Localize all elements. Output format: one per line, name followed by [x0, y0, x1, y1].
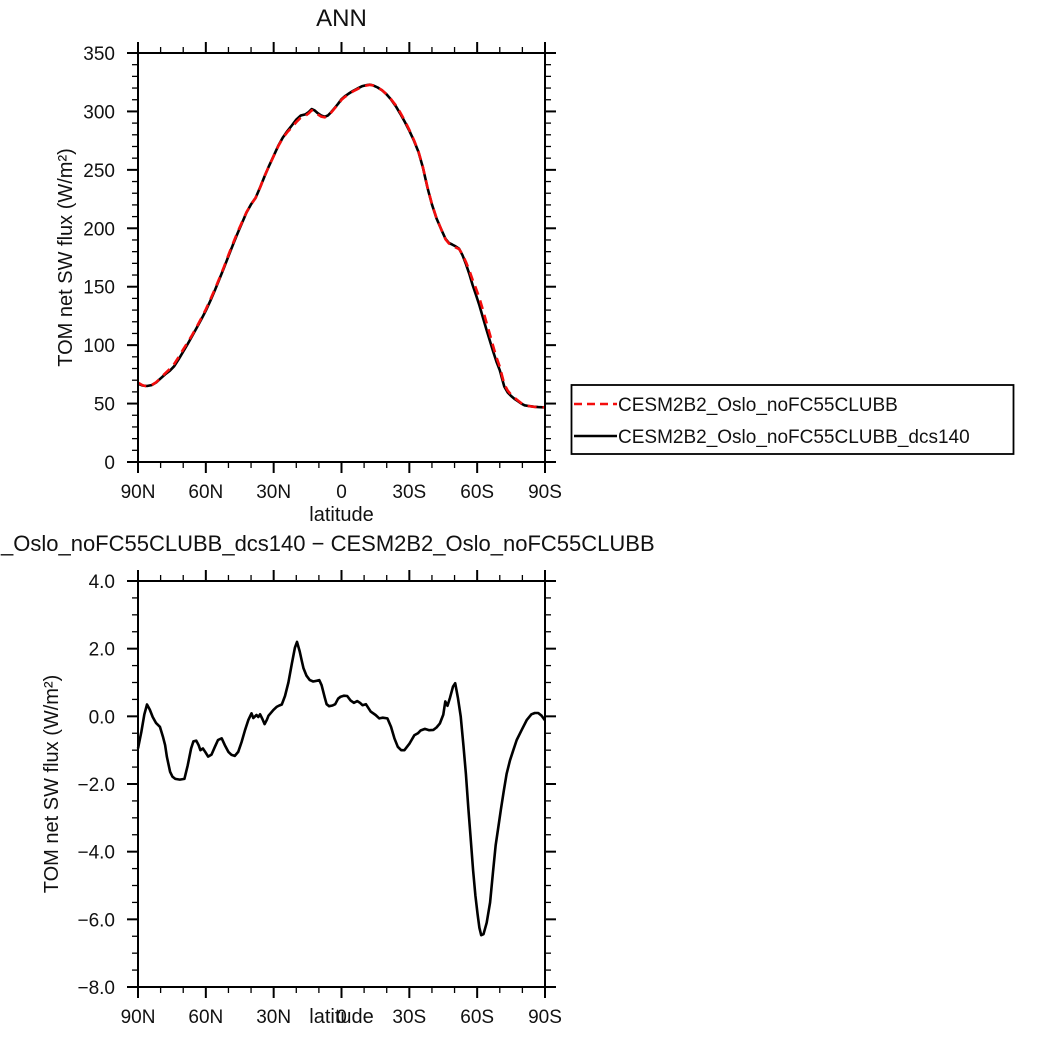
- top-plot-ylabel: TOM net SW flux (W/m²): [55, 148, 77, 367]
- bottom-plot-ylabel: TOM net SW flux (W/m²): [41, 675, 63, 894]
- bottom-plot-curves: [136, 640, 547, 937]
- x-tick-label: 30S: [392, 482, 426, 503]
- x-tick-label: 90S: [528, 1007, 562, 1028]
- top-plot-axes: 90N 60N 30N 0 30S 60S 90S 0 50 100 150 200 250 300 350: [83, 42, 562, 503]
- bottom-plot: 90N 60N 30N 0 30S 60S 90S −8.0 −6.0 −4.0 −2.0 0.0 2.…: [0, 531, 655, 1028]
- y-tick-label: 0: [104, 453, 115, 474]
- y-tick-label: 300: [83, 102, 115, 123]
- y-tick-label: −2.0: [77, 775, 115, 796]
- x-tick-label: 0: [336, 1007, 347, 1028]
- y-tick-label: 150: [83, 278, 115, 299]
- y-tick-label: 200: [83, 219, 115, 240]
- legend: CESM2B2_Oslo_noFC55CLUBB CESM2B2_Oslo_no…: [570, 384, 1015, 455]
- x-tick-label: 90N: [121, 482, 156, 503]
- x-tick-label: 30S: [392, 1007, 426, 1028]
- x-tick-label: 90N: [121, 1007, 156, 1028]
- bottom-plot-title: _Oslo_noFC55CLUBB_dcs140 − CESM2B2_Oslo_…: [0, 531, 655, 556]
- x-tick-label: 30N: [256, 482, 291, 503]
- curve-cesm2b2-oslo-nofc55clubb: [137, 83, 546, 409]
- y-tick-label: 250: [83, 161, 115, 182]
- y-tick-label: −4.0: [77, 843, 115, 864]
- top-plot-curves: [137, 83, 546, 409]
- x-tick-label: 60S: [460, 1007, 494, 1028]
- x-tick-label: 60N: [188, 1007, 223, 1028]
- y-tick-label: 100: [83, 336, 115, 357]
- y-tick-label: −6.0: [77, 910, 115, 931]
- x-tick-label: 0: [336, 482, 347, 503]
- top-plot-frame: [137, 52, 546, 463]
- legend-box: [570, 384, 1015, 455]
- y-tick-label: 50: [94, 395, 115, 416]
- y-tick-label: 350: [83, 44, 115, 65]
- y-tick-label: 2.0: [89, 640, 115, 661]
- x-tick-label: 60N: [188, 482, 223, 503]
- top-plot: 90N 60N 30N 0 30S 60S 90S 0 50 100 150 200 250 300 350…: [55, 5, 562, 526]
- legend-label-black: CESM2B2_Oslo_noFC55CLUBB_dcs140: [618, 427, 970, 448]
- x-tick-label: 30N: [256, 1007, 291, 1028]
- top-plot-title: ANN: [316, 5, 367, 32]
- bottom-plot-xlabel: latitude: [309, 1006, 374, 1028]
- top-plot-xlabel: latitude: [309, 504, 374, 526]
- y-tick-label: 4.0: [89, 572, 115, 593]
- x-tick-label: 60S: [460, 482, 494, 503]
- bottom-plot-frame: [137, 580, 546, 988]
- y-tick-label: −8.0: [77, 978, 115, 999]
- curve-difference-dcs140-minus-nofc55clubb-: [136, 640, 547, 937]
- x-tick-label: 90S: [528, 482, 562, 503]
- y-tick-label: 0.0: [89, 707, 115, 728]
- legend-label-red: CESM2B2_Oslo_noFC55CLUBB: [618, 395, 898, 416]
- curve-cesm2b2-oslo-nofc55clubb-dcs140: [137, 83, 545, 409]
- bottom-plot-axes: 90N 60N 30N 0 30S 60S 90S −8.0 −6.0 −4.0 −2.0 0.0 2.…: [77, 570, 562, 1028]
